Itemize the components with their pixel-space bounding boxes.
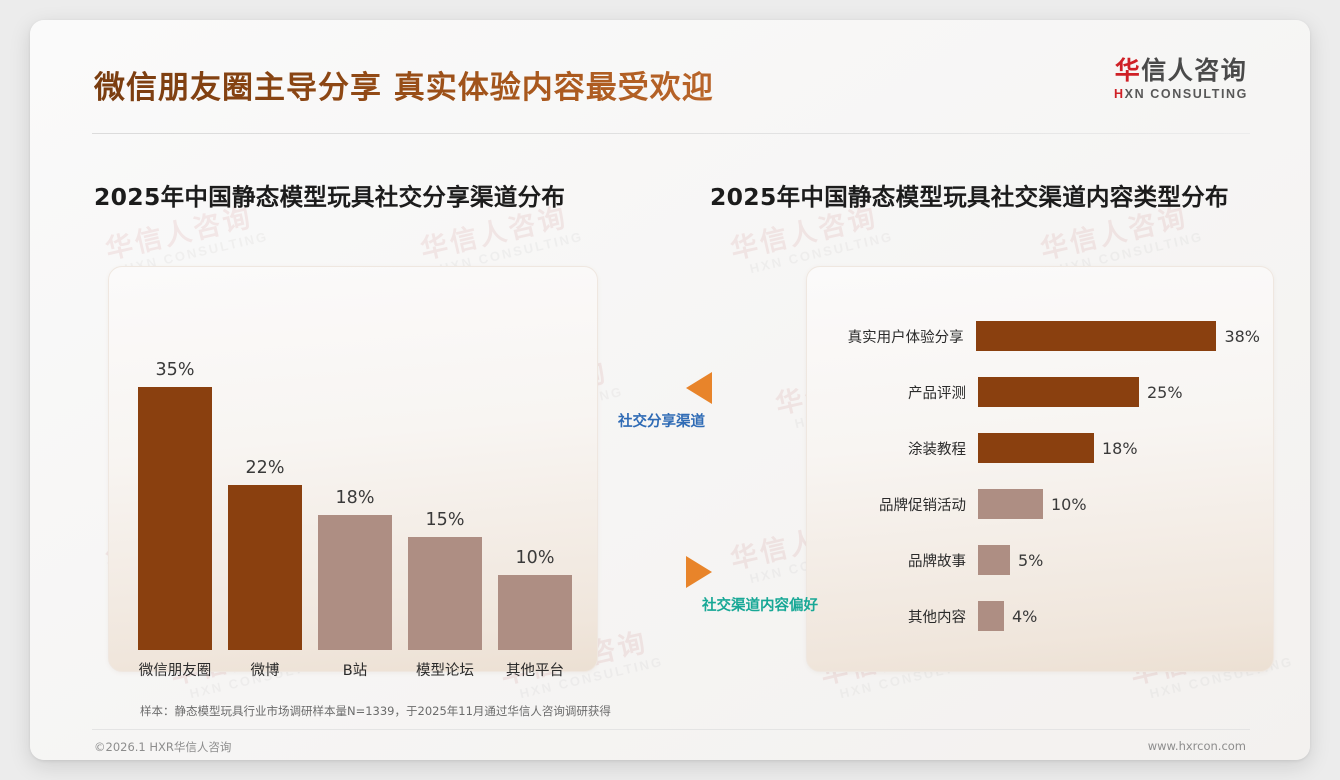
- callout-content-preference: 社交渠道内容偏好: [686, 556, 818, 615]
- column-category-label: 其他平台: [506, 663, 564, 679]
- horizontal-bar-category-label: 真实用户体验分享: [847, 329, 964, 346]
- column-value-label: 22%: [245, 458, 285, 478]
- column-bar[interactable]: [318, 515, 392, 650]
- horizontal-bar-value-label: 5%: [1018, 550, 1044, 570]
- column-bar[interactable]: [408, 537, 482, 650]
- column-bar[interactable]: [498, 575, 572, 650]
- content-type-bar-chart: 真实用户体验分享 38% 产品评测 25% 涂装教程 18% 品牌促销活动 10% 品牌故事 5%…: [830, 308, 1260, 644]
- callout-share-channel: 社交分享渠道: [618, 372, 712, 431]
- callout-content-preference-label: 社交渠道内容偏好: [702, 598, 818, 614]
- horizontal-bar-value-label: 38%: [1224, 326, 1260, 346]
- logo-chinese: 华信人咨询: [1114, 56, 1248, 85]
- company-logo: 华信人咨询 HXN CONSULTING: [1114, 56, 1248, 101]
- callout-share-channel-label: 社交分享渠道: [618, 414, 705, 430]
- horizontal-bar-value-label: 10%: [1051, 494, 1087, 514]
- column-bar[interactable]: [228, 485, 302, 650]
- left-chart-heading: 2025年中国静态模型玩具社交分享渠道分布: [94, 183, 566, 211]
- column-value-label: 35%: [155, 360, 195, 380]
- column-value-label: 18%: [335, 488, 375, 508]
- logo-english: HXN CONSULTING: [1114, 87, 1248, 101]
- triangle-left-icon: [686, 372, 712, 404]
- social-share-channel-bar-chart: 35% 微信朋友圈 22% 微博 18% B站 15% 模型论坛 10% 其他平台: [138, 290, 598, 679]
- horizontal-bar-row[interactable]: 品牌故事 5%: [830, 532, 1260, 588]
- logo-en-h: H: [1114, 87, 1125, 102]
- slide-canvas: 华信人咨询 HXN CONSULTING 华信人咨询 HXN CONSULTING 华信…: [30, 20, 1310, 760]
- footer-copyright: ©2026.1 HXR华信人咨询: [94, 740, 232, 754]
- column-category-label: 微博: [250, 663, 280, 679]
- horizontal-bar-row[interactable]: 其他内容 4%: [830, 588, 1260, 644]
- horizontal-bar[interactable]: [978, 489, 1043, 519]
- column-bar[interactable]: [138, 387, 212, 650]
- horizontal-bar-category-label: 涂装教程: [908, 441, 966, 458]
- slide-header: 微信朋友圈主导分享 真实体验内容最受欢迎 华信人咨询 HXN CONSULTIN…: [30, 20, 1310, 112]
- horizontal-bar-category-label: 品牌故事: [908, 553, 966, 570]
- horizontal-bar[interactable]: [978, 433, 1094, 463]
- column-bar-group[interactable]: 10% 其他平台: [498, 290, 572, 679]
- horizontal-bar-row[interactable]: 产品评测 25%: [830, 364, 1260, 420]
- title-divider: [92, 133, 1250, 134]
- logo-chars-rest: 信人咨询: [1141, 56, 1248, 85]
- horizontal-bar[interactable]: [978, 377, 1139, 407]
- horizontal-bar-value-label: 18%: [1102, 438, 1138, 458]
- column-value-label: 10%: [515, 548, 555, 568]
- footer-website[interactable]: www.hxrcon.com: [1147, 739, 1246, 753]
- column-category-label: 微信朋友圈: [138, 663, 212, 679]
- triangle-right-icon: [686, 556, 712, 588]
- column-bar-group[interactable]: 18% B站: [318, 290, 392, 679]
- horizontal-bar[interactable]: [978, 601, 1004, 631]
- column-category-label: B站: [342, 663, 368, 679]
- horizontal-bar-row[interactable]: 涂装教程 18%: [830, 420, 1260, 476]
- column-category-label: 模型论坛: [416, 663, 474, 679]
- column-bar-group[interactable]: 22% 微博: [228, 290, 302, 679]
- page-title: 微信朋友圈主导分享 真实体验内容最受欢迎: [94, 62, 714, 107]
- column-value-label: 15%: [425, 510, 465, 530]
- footer-divider: [92, 729, 1250, 730]
- sample-footnote: 样本：静态模型玩具行业市场调研样本量N=1339，于2025年11月通过华信人咨…: [140, 704, 611, 718]
- horizontal-bar-category-label: 其他内容: [908, 609, 966, 626]
- horizontal-bar-value-label: 25%: [1147, 382, 1183, 402]
- horizontal-bar-row[interactable]: 品牌促销活动 10%: [830, 476, 1260, 532]
- logo-en-rest: XN CONSULTING: [1124, 87, 1248, 102]
- column-bar-group[interactable]: 35% 微信朋友圈: [138, 290, 212, 679]
- horizontal-bar-row[interactable]: 真实用户体验分享 38%: [830, 308, 1260, 364]
- horizontal-bar[interactable]: [978, 545, 1010, 575]
- horizontal-bar-category-label: 产品评测: [908, 385, 966, 402]
- horizontal-bar-category-label: 品牌促销活动: [879, 497, 966, 514]
- horizontal-bar[interactable]: [975, 321, 1217, 351]
- horizontal-bar-value-label: 4%: [1012, 606, 1038, 626]
- right-chart-heading: 2025年中国静态模型玩具社交渠道内容类型分布: [710, 183, 1229, 211]
- column-bar-group[interactable]: 15% 模型论坛: [408, 290, 482, 679]
- logo-char-hua: 华: [1114, 56, 1142, 85]
